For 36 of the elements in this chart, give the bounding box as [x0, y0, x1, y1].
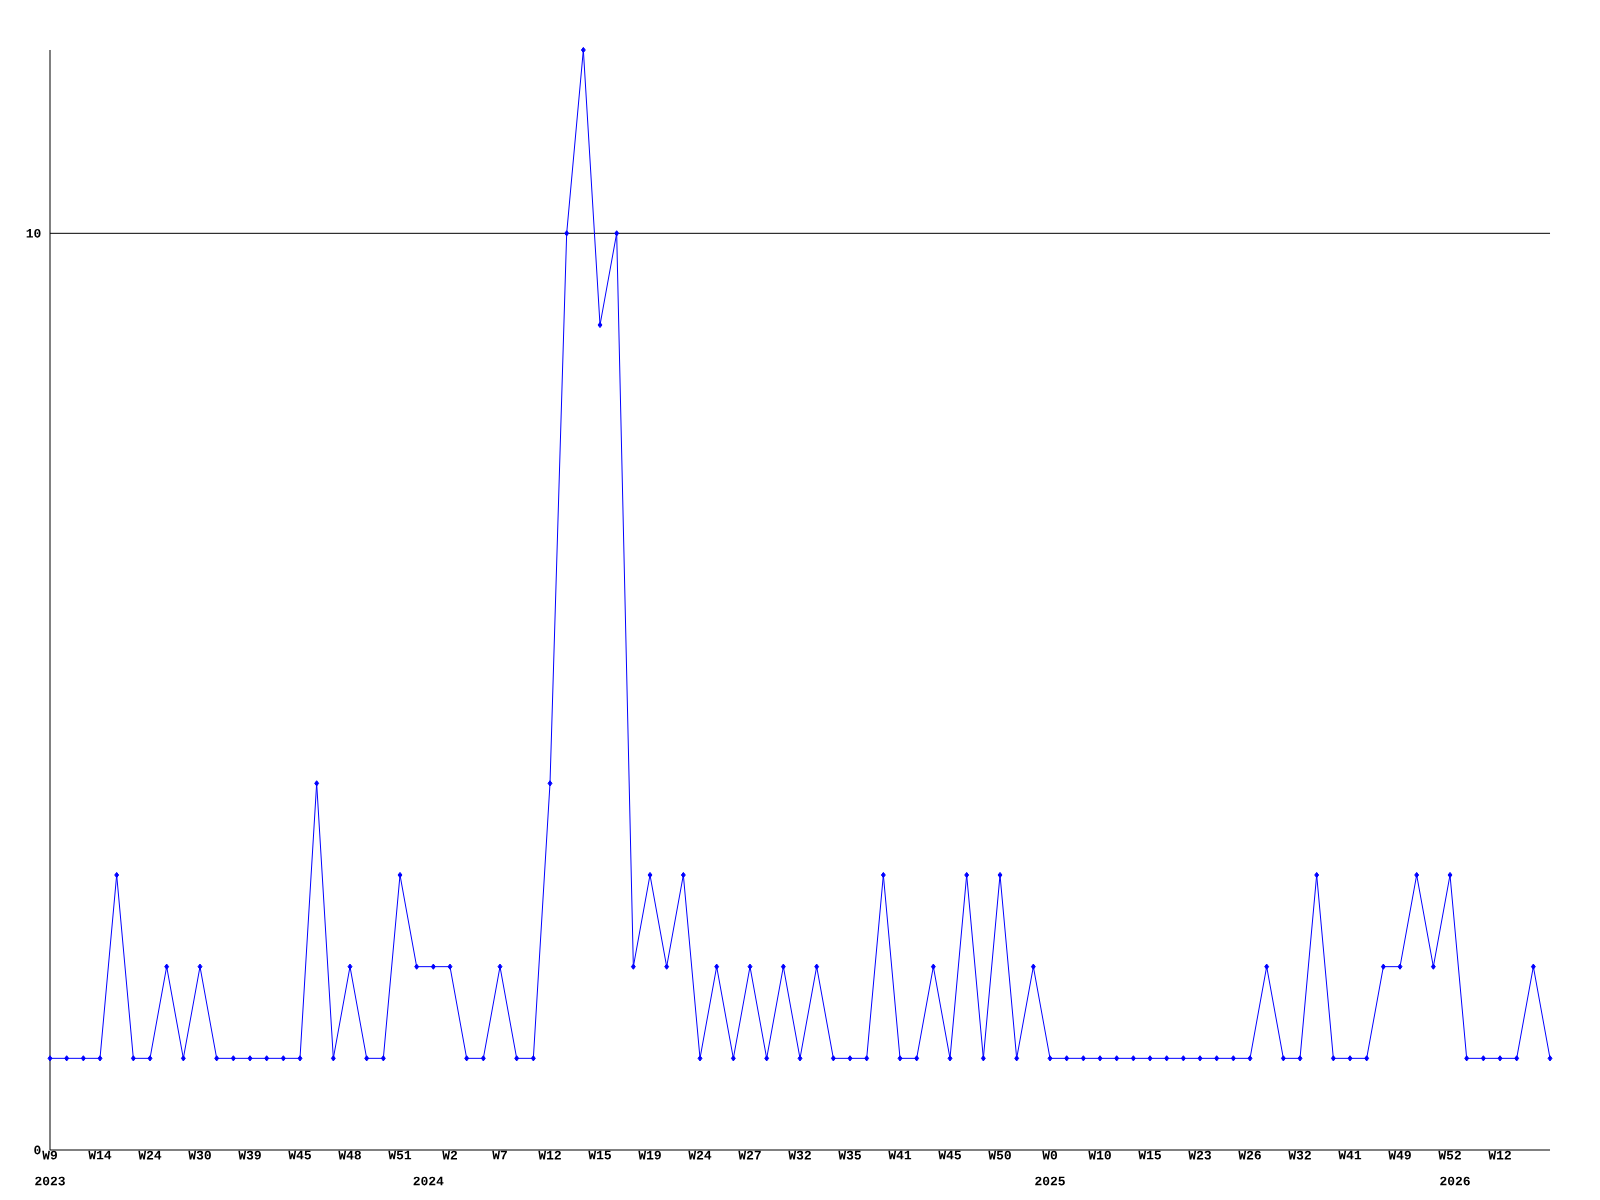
- x-tick-label: W9: [42, 1150, 57, 1160]
- text: 2023: [35, 1176, 65, 1186]
- x-tick-label: W12: [1488, 1150, 1511, 1160]
- y-tick-label: 10: [26, 228, 41, 238]
- x-tick-label: W51: [388, 1150, 412, 1160]
- x-tick-label: W24: [138, 1150, 162, 1160]
- x-tick-label: W45: [938, 1150, 961, 1160]
- x-tick-label: W24: [688, 1150, 712, 1160]
- x-tick-label: W2: [442, 1150, 457, 1160]
- x-tick-label: W7: [492, 1150, 507, 1160]
- x-tick-label: W0: [1042, 1150, 1058, 1160]
- x-tick-label: W35: [838, 1150, 861, 1160]
- text: 2026: [1440, 1176, 1470, 1186]
- x-tick-label: W26: [1238, 1150, 1261, 1160]
- x-tick-label: W50: [988, 1150, 1011, 1160]
- x-tick-label: W27: [738, 1150, 761, 1160]
- x-tick-label: W15: [588, 1150, 611, 1160]
- text: 2024: [413, 1176, 444, 1186]
- x-tick-label: W12: [538, 1150, 561, 1160]
- text: 2025: [1035, 1176, 1065, 1186]
- y-tick-label: 0: [34, 1145, 41, 1155]
- x-tick-label: W32: [1288, 1150, 1311, 1160]
- x-tick-label: W39: [238, 1150, 261, 1160]
- x-tick-label: W41: [1338, 1150, 1362, 1160]
- x-tick-label: W30: [188, 1150, 211, 1160]
- x-tick-label: W41: [888, 1150, 912, 1160]
- x-tick-label: W32: [788, 1150, 811, 1160]
- x-tick-label: W10: [1088, 1150, 1111, 1160]
- x-tick-label: W14: [88, 1150, 112, 1160]
- x-tick-label: W23: [1188, 1150, 1211, 1160]
- x-tick-label: W52: [1438, 1150, 1461, 1160]
- x-tick-label: W49: [1388, 1150, 1411, 1160]
- x-tick-label: W48: [338, 1150, 361, 1160]
- x-tick-label: W15: [1138, 1150, 1161, 1160]
- x-tick-label: W19: [638, 1150, 661, 1160]
- x-tick-label: W45: [288, 1150, 311, 1160]
